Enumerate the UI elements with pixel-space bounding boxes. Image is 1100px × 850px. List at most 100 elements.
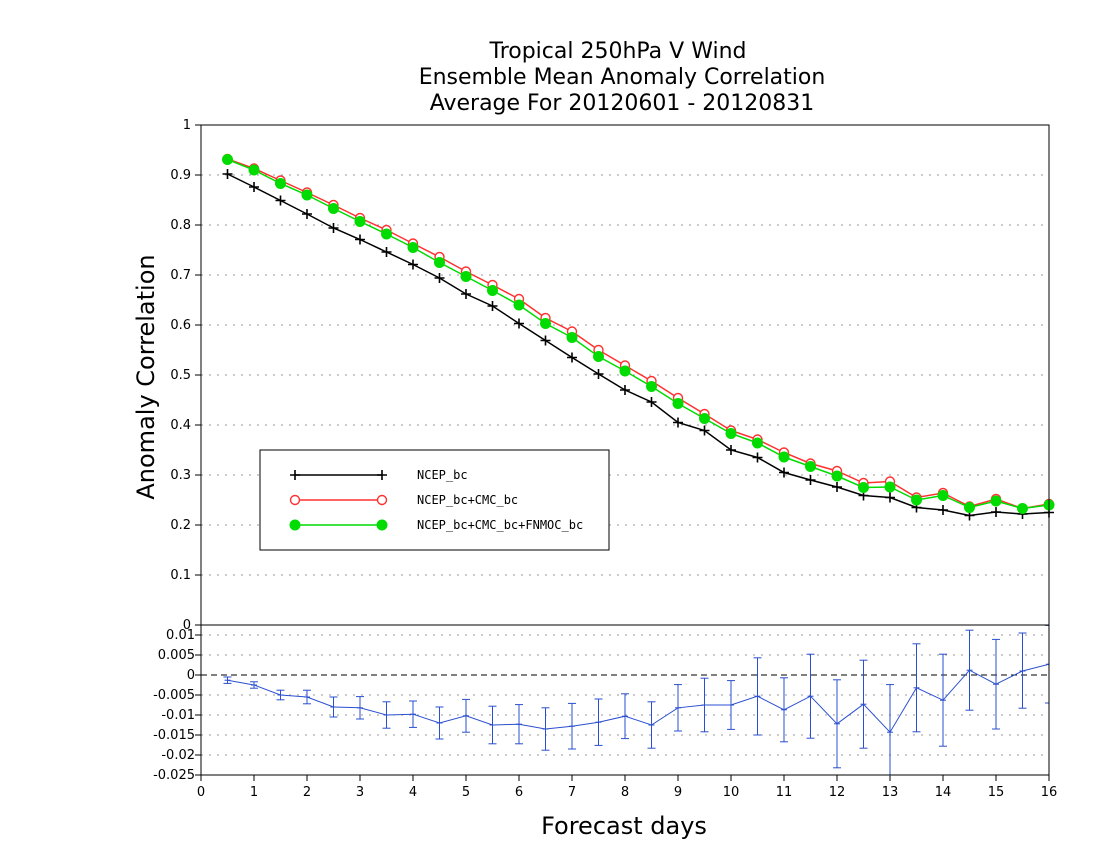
data-point xyxy=(990,495,1002,507)
x-tick-label: 15 xyxy=(988,785,1005,800)
main-y-tick-label: 0.8 xyxy=(170,218,191,233)
data-point xyxy=(752,437,763,449)
x-tick-label: 5 xyxy=(462,785,470,800)
data-point xyxy=(778,451,790,463)
main-y-tick-label: 0.2 xyxy=(170,518,191,533)
data-point xyxy=(779,467,789,478)
x-tick-label: 13 xyxy=(882,785,899,800)
x-axis-title: Forecast days xyxy=(541,812,707,840)
main-y-tick-label: 0.7 xyxy=(170,268,191,283)
legend-marker xyxy=(377,470,387,480)
data-point xyxy=(222,154,233,165)
legend-entry: NCEP_bc+CMC_bc+FNMOC_bc xyxy=(289,518,583,532)
legend-marker xyxy=(289,494,301,506)
data-point xyxy=(514,318,524,329)
x-tick-label: 1 xyxy=(250,785,258,800)
data-point xyxy=(673,417,683,428)
x-tick-label: 6 xyxy=(515,785,523,800)
legend-label: NCEP_bc+CMC_bc xyxy=(417,493,518,507)
x-tick-label: 0 xyxy=(197,785,205,800)
data-point xyxy=(885,492,895,503)
data-point xyxy=(832,482,842,492)
diff-y-tick-label: 0.005 xyxy=(158,648,195,663)
data-point xyxy=(964,502,975,513)
data-point xyxy=(646,381,657,392)
data-point xyxy=(301,189,313,201)
x-tick-label: 10 xyxy=(723,785,740,800)
diff-y-tick-label: -0.005 xyxy=(153,688,195,703)
main-y-tick-label: 0.9 xyxy=(170,168,191,183)
data-point xyxy=(381,228,392,240)
data-point xyxy=(1017,503,1028,514)
data-point xyxy=(222,169,233,179)
diff-series xyxy=(223,625,1049,776)
data-point xyxy=(275,178,286,189)
diff-y-tick-label: -0.025 xyxy=(153,768,195,783)
legend-label: NCEP_bc+CMC_bc+FNMOC_bc xyxy=(417,518,583,532)
diff-series-layer xyxy=(223,625,1049,776)
main-y-tick-label: 0.4 xyxy=(170,418,191,433)
x-tick-labels: 0 1 2 3 4 5 6 7 8 9 10 11 12 13 14 15 16 xyxy=(197,775,1057,800)
data-point xyxy=(646,397,657,407)
x-tick-label: 3 xyxy=(356,785,364,800)
data-point xyxy=(487,301,498,311)
x-tick-label: 14 xyxy=(935,785,952,800)
data-point xyxy=(434,257,445,268)
diff-y-tick-label: -0.01 xyxy=(161,708,195,723)
series-line xyxy=(227,173,1050,517)
y-axis-title: Anomaly Correlation xyxy=(132,254,160,499)
diff-y-tick-label: -0.02 xyxy=(161,748,195,763)
legend-label: NCEP_bc xyxy=(417,468,468,482)
data-point xyxy=(620,385,630,395)
data-point xyxy=(408,259,418,270)
data-point xyxy=(275,195,286,206)
data-point xyxy=(328,223,339,233)
x-tick-label: 8 xyxy=(621,785,629,800)
main-y-tick-label: 0.5 xyxy=(170,368,191,383)
data-point xyxy=(302,209,312,219)
data-point xyxy=(249,182,259,192)
x-tick-label: 16 xyxy=(1041,785,1058,800)
main-y-tick-label: 1 xyxy=(183,118,191,133)
main-y-tick-label: 0.3 xyxy=(170,468,191,483)
diff-y-tick-label: -0.015 xyxy=(153,728,195,743)
legend-entry: NCEP_bc xyxy=(290,468,468,482)
data-point xyxy=(752,452,763,463)
data-point xyxy=(593,351,604,362)
main-y-tick-labels: 0 0.1 0.2 0.3 0.4 0.5 0.6 0.7 0.8 0.9 1 xyxy=(170,118,201,633)
data-point xyxy=(884,481,896,493)
data-point xyxy=(381,247,392,257)
x-tick-label: 7 xyxy=(568,785,576,800)
legend-marker xyxy=(376,494,388,506)
data-point xyxy=(805,461,816,472)
diff-y-tick-label: 0 xyxy=(187,668,195,683)
legend-entry: NCEP_bc+CMC_bc xyxy=(289,493,518,507)
data-point xyxy=(991,507,1001,517)
data-point xyxy=(699,413,710,424)
legend: NCEP_bc NCEP_bc+CMC_bc NCEP_bc+CMC_bc+FNMO… xyxy=(259,449,610,551)
data-point xyxy=(566,332,578,343)
data-point xyxy=(938,505,948,515)
diff-y-tick-label: 0.01 xyxy=(166,628,195,643)
series-NCEP_bc xyxy=(222,169,1054,521)
data-point xyxy=(672,398,684,409)
data-point xyxy=(937,490,949,501)
data-point xyxy=(460,271,472,282)
series-NCEP_bc+CMC_bc+FNMOC_bc xyxy=(222,154,1055,514)
data-point xyxy=(726,445,736,455)
data-point xyxy=(805,475,816,485)
data-point xyxy=(540,335,551,346)
chart-title-line-1: Tropical 250hPa V Wind xyxy=(488,39,746,64)
x-tick-label: 12 xyxy=(829,785,846,800)
data-point xyxy=(513,299,525,311)
data-point xyxy=(858,482,869,493)
main-y-tick-label: 0.6 xyxy=(170,318,191,333)
data-point xyxy=(911,494,922,506)
data-point xyxy=(434,273,445,283)
data-point xyxy=(248,164,260,176)
diff-line xyxy=(227,663,1049,734)
chart-title-line-2: Ensemble Mean Anomaly Correlation xyxy=(419,65,826,90)
data-point xyxy=(725,428,737,439)
data-point xyxy=(699,425,710,436)
data-point xyxy=(487,285,498,296)
